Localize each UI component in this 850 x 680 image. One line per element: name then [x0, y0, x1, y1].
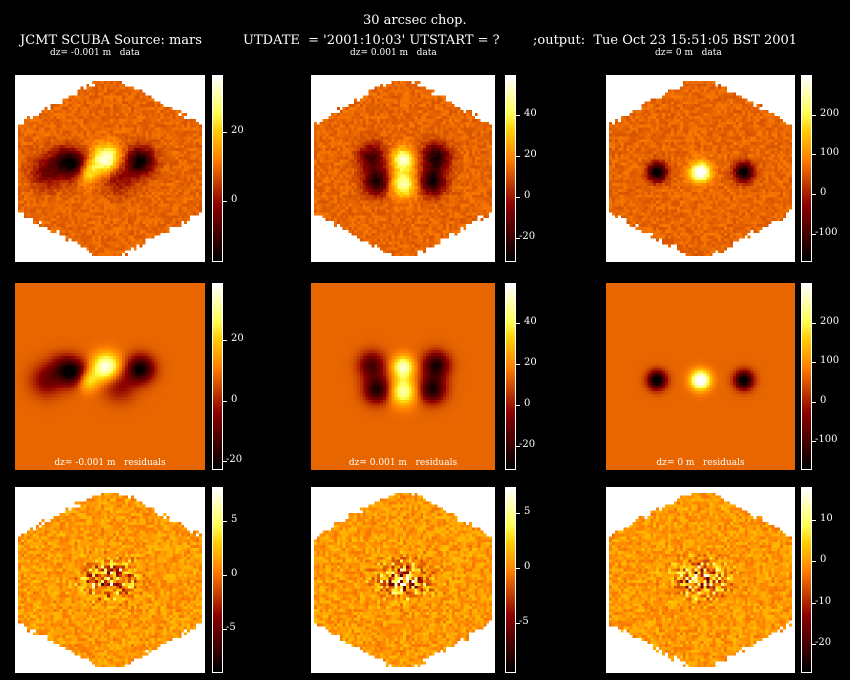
heatmap-panel-r1-c2: [311, 75, 495, 262]
colorbar-tick: [812, 114, 816, 116]
output-timestamp: ;output: Tue Oct 23 15:51:05 BST 2001: [533, 33, 798, 48]
colorbar-tick: [812, 441, 816, 443]
colorbar-tick: [812, 362, 816, 364]
colorbar-tick-label: -20: [519, 439, 536, 450]
colorbar-tick: [516, 155, 520, 157]
colorbar-tick: [223, 340, 227, 342]
column-label-2: dz= 0.001 m data: [350, 48, 437, 58]
colorbar-tick-label: 100: [820, 355, 840, 367]
heatmap-image: [15, 283, 205, 470]
colorbar-tick: [516, 363, 520, 365]
colorbar-tick-label: -100: [815, 434, 838, 446]
colorbar-tick-label: 0: [524, 190, 531, 201]
colorbar-tick: [516, 322, 520, 324]
colorbar-tick-label: 0: [524, 398, 531, 409]
colorbar-tick-label: -10: [815, 595, 832, 607]
colorbar-tick: [223, 520, 227, 522]
colorbar-tick: [223, 131, 227, 133]
residual-label: dz= -0.001 m residuals: [54, 458, 166, 468]
colorbar-tick: [223, 200, 227, 202]
colorbar-tick-label: -20: [815, 637, 832, 649]
heatmap-panel-r2-c2: [311, 283, 495, 470]
heatmap-panel-r3-c3: [606, 487, 795, 673]
colorbar-tick-label: 20: [231, 124, 244, 136]
colorbar-tick-label: 5: [524, 506, 531, 518]
colorbar-tick-label: 100: [820, 147, 840, 159]
colorbar-tick: [516, 513, 520, 515]
colorbar: [212, 283, 223, 470]
utdate-label: UTDATE = '2001:10:03' UTSTART = ?: [243, 33, 500, 48]
colorbar-tick-label: 0: [231, 567, 238, 579]
heatmap-image: [311, 75, 495, 262]
colorbar: [212, 75, 223, 262]
heatmap-image: [311, 283, 495, 470]
heatmap-image: [606, 487, 795, 673]
column-label-3: dz= 0 m data: [655, 48, 722, 58]
colorbar-tick-label: 5: [231, 513, 238, 525]
heatmap-image: [606, 75, 795, 262]
colorbar-tick-label: 20: [524, 148, 537, 160]
heatmap-panel-r3-c1: [15, 487, 205, 673]
plot-title: 30 arcsec chop.: [363, 13, 467, 28]
colorbar-tick: [223, 574, 227, 576]
colorbar-tick: [812, 520, 816, 522]
colorbar-tick: [516, 405, 520, 406]
colorbar-tick-label: 0: [820, 554, 827, 566]
colorbar-tick: [812, 233, 816, 235]
colorbar-tick-label: -20: [519, 231, 536, 242]
colorbar: [505, 487, 516, 673]
colorbar-tick-label: -5: [226, 621, 236, 633]
colorbar-tick: [812, 154, 816, 156]
colorbar-tick-label: 200: [820, 107, 840, 119]
heatmap-image: [606, 283, 795, 470]
heatmap-panel-r1-c1: [15, 75, 205, 262]
colorbar-tick-label: 0: [231, 393, 238, 405]
colorbar-tick: [516, 114, 520, 116]
colorbar-tick: [516, 446, 520, 447]
colorbar-tick-label: 10: [820, 513, 833, 525]
colorbar-tick-label: -100: [815, 226, 838, 238]
colorbar-tick: [223, 628, 227, 630]
colorbar-tick: [223, 400, 227, 402]
column-label-1: dz= -0.001 m data: [50, 48, 140, 58]
colorbar-tick-label: 0: [524, 560, 531, 572]
heatmap-image: [15, 75, 205, 262]
colorbar-tick-label: 0: [820, 187, 827, 199]
colorbar-tick: [812, 322, 816, 324]
colorbar-tick: [516, 567, 520, 569]
colorbar: [505, 75, 516, 262]
colorbar-tick: [223, 460, 227, 462]
colorbar-tick: [812, 194, 816, 196]
heatmap-image: [311, 487, 495, 673]
colorbar-tick: [516, 622, 520, 624]
colorbar-tick-label: 20: [231, 333, 244, 345]
heatmap-image: [15, 487, 205, 673]
colorbar-tick: [516, 197, 520, 198]
colorbar: [801, 487, 812, 673]
colorbar-tick: [812, 561, 816, 563]
colorbar-tick: [812, 644, 816, 646]
heatmap-panel-r2-c3: [606, 283, 795, 470]
heatmap-panel-r1-c3: [606, 75, 795, 262]
source-label: JCMT SCUBA Source: mars: [20, 33, 202, 48]
colorbar-tick-label: 20: [524, 356, 537, 368]
colorbar-tick-label: 0: [820, 394, 827, 406]
heatmap-panel-r3-c2: [311, 487, 495, 673]
colorbar: [801, 75, 812, 262]
colorbar: [801, 283, 812, 470]
colorbar-tick-label: 200: [820, 315, 840, 327]
colorbar-tick: [516, 238, 520, 239]
colorbar-tick-label: 40: [524, 315, 537, 327]
residual-label: dz= 0 m residuals: [656, 458, 745, 468]
colorbar-tick-label: 40: [524, 107, 537, 119]
colorbar-tick: [812, 602, 816, 604]
colorbar: [212, 487, 223, 673]
heatmap-panel-r2-c1: [15, 283, 205, 470]
colorbar-tick-label: -20: [226, 453, 243, 465]
residual-label: dz= 0.001 m residuals: [348, 458, 458, 468]
colorbar-tick-label: 0: [231, 193, 238, 205]
colorbar-tick: [812, 401, 816, 403]
colorbar: [505, 283, 516, 470]
colorbar-tick-label: -5: [519, 615, 529, 627]
